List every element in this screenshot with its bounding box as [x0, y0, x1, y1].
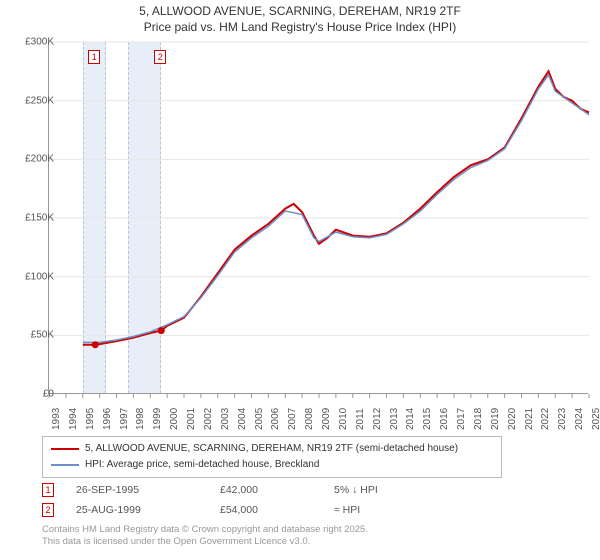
- y-tick-label: £100K: [25, 271, 54, 282]
- sale-hpi-diff: 5% ↓ HPI: [334, 484, 454, 496]
- x-tick-label: 2013: [389, 408, 400, 430]
- x-tick-label: 2011: [355, 408, 366, 430]
- x-tick-label: 1996: [102, 408, 113, 430]
- x-tick-label: 2012: [372, 408, 383, 430]
- sale-marker-box: 1: [88, 50, 100, 64]
- x-tick-label: 2010: [338, 408, 349, 430]
- x-tick-label: 1995: [85, 408, 96, 430]
- x-tick-label: 2009: [321, 408, 332, 430]
- x-tick-label: 2003: [220, 408, 231, 430]
- x-tick-label: 2023: [557, 408, 568, 430]
- legend-item: HPI: Average price, semi-detached house,…: [51, 457, 493, 473]
- x-tick-label: 2022: [540, 408, 551, 430]
- x-tick-label: 1999: [152, 408, 163, 430]
- y-tick-label: £300K: [25, 37, 54, 48]
- legend-swatch: [51, 464, 79, 466]
- copyright-line-2: This data is licensed under the Open Gov…: [42, 536, 368, 548]
- plot-area: [48, 42, 588, 394]
- sale-marker-box: 2: [154, 50, 166, 64]
- y-tick-label: £50K: [31, 330, 54, 341]
- sale-date: 26-SEP-1995: [76, 484, 216, 496]
- copyright: Contains HM Land Registry data © Crown c…: [42, 524, 368, 549]
- x-tick-label: 2004: [237, 408, 248, 430]
- y-tick-label: £0: [43, 389, 54, 400]
- sales-table: 1 26-SEP-1995 £42,000 5% ↓ HPI 2 25-AUG-1999 £…: [42, 480, 454, 520]
- x-tick-label: 2019: [490, 408, 501, 430]
- copyright-line-1: Contains HM Land Registry data © Crown c…: [42, 524, 368, 536]
- title-line-1: 5, ALLWOOD AVENUE, SCARNING, DEREHAM, NR…: [0, 4, 600, 20]
- legend: 5, ALLWOOD AVENUE, SCARNING, DEREHAM, NR…: [42, 436, 502, 478]
- x-tick-label: 2021: [524, 408, 535, 430]
- series-hpi: [83, 75, 589, 343]
- x-tick-label: 2025: [591, 408, 600, 430]
- sale-index-box: 1: [42, 483, 54, 497]
- sales-row: 1 26-SEP-1995 £42,000 5% ↓ HPI: [42, 480, 454, 500]
- x-tick-label: 1993: [51, 408, 62, 430]
- x-tick-label: 2002: [203, 408, 214, 430]
- sale-price: £42,000: [220, 484, 330, 496]
- sale-price: £54,000: [220, 504, 330, 516]
- x-tick-label: 2001: [186, 408, 197, 430]
- x-tick-label: 2000: [169, 408, 180, 430]
- title-line-2: Price paid vs. HM Land Registry's House …: [0, 20, 600, 36]
- sale-date: 25-AUG-1999: [76, 504, 216, 516]
- x-tick-label: 2007: [287, 408, 298, 430]
- y-tick-label: £150K: [25, 213, 54, 224]
- sale-dot: [92, 341, 99, 348]
- x-tick-label: 1998: [135, 408, 146, 430]
- legend-item: 5, ALLWOOD AVENUE, SCARNING, DEREHAM, NR…: [51, 441, 493, 457]
- legend-label: 5, ALLWOOD AVENUE, SCARNING, DEREHAM, NR…: [85, 441, 458, 457]
- x-tick-label: 1994: [68, 408, 79, 430]
- plot-svg: [49, 42, 588, 393]
- y-tick-label: £250K: [25, 95, 54, 106]
- legend-label: HPI: Average price, semi-detached house,…: [85, 457, 319, 473]
- series-price_paid: [83, 71, 589, 344]
- x-tick-label: 2024: [574, 408, 585, 430]
- x-tick-label: 2014: [405, 408, 416, 430]
- chart-container: 5, ALLWOOD AVENUE, SCARNING, DEREHAM, NR…: [0, 0, 600, 560]
- sale-dot: [158, 327, 165, 334]
- x-tick-label: 2005: [254, 408, 265, 430]
- x-tick-label: 2016: [439, 408, 450, 430]
- x-tick-label: 2015: [422, 408, 433, 430]
- x-tick-label: 2018: [473, 408, 484, 430]
- sales-row: 2 25-AUG-1999 £54,000 ≈ HPI: [42, 500, 454, 520]
- sale-hpi-diff: ≈ HPI: [334, 504, 454, 516]
- x-tick-label: 2020: [507, 408, 518, 430]
- y-tick-label: £200K: [25, 154, 54, 165]
- x-tick-label: 2017: [456, 408, 467, 430]
- x-tick-label: 2006: [270, 408, 281, 430]
- x-tick-label: 2008: [304, 408, 315, 430]
- x-tick-label: 1997: [119, 408, 130, 430]
- legend-swatch: [51, 448, 79, 450]
- sale-index-box: 2: [42, 503, 54, 517]
- chart-title: 5, ALLWOOD AVENUE, SCARNING, DEREHAM, NR…: [0, 0, 600, 35]
